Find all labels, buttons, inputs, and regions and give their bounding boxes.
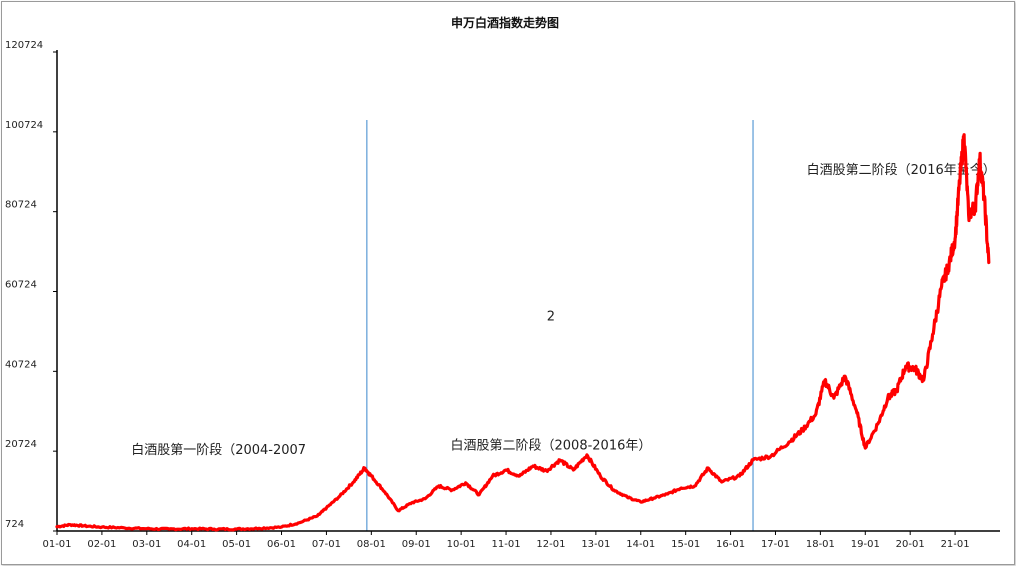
y-tick-label: 100724 xyxy=(5,120,43,131)
x-tick-label: 16-01 xyxy=(716,539,745,550)
y-tick-label: 120724 xyxy=(5,40,43,51)
annotation-label: 白酒股第二阶段（2016年至今） xyxy=(807,162,996,178)
x-tick-label: 02-01 xyxy=(87,539,116,550)
annotation-label: 白酒股第二阶段（2008-2016年） xyxy=(451,437,652,453)
x-tick-label: 03-01 xyxy=(132,539,161,550)
y-tick-label: 40724 xyxy=(5,359,37,370)
x-tick-label: 20-01 xyxy=(896,539,925,550)
y-tick-label: 60724 xyxy=(5,280,37,291)
x-tick-label: 04-01 xyxy=(177,539,206,550)
phase-dividers xyxy=(366,120,754,531)
x-tick-label: 12-01 xyxy=(536,539,565,550)
series-group xyxy=(55,133,991,532)
x-tick-label: 06-01 xyxy=(267,539,296,550)
x-tick-label: 18-01 xyxy=(806,539,835,550)
x-tick-label: 09-01 xyxy=(402,539,431,550)
axes xyxy=(56,50,1000,532)
x-tick-label: 01-01 xyxy=(42,539,71,550)
x-tick-label: 21-01 xyxy=(941,539,970,550)
x-axis-ticks: 01-01 02-01 03-01 04-01 05-01 06-01 07-01 08-01… xyxy=(42,531,970,550)
x-tick-label: 07-01 xyxy=(312,539,341,550)
x-tick-label: 14-01 xyxy=(626,539,655,550)
x-tick-label: 05-01 xyxy=(222,539,251,550)
x-tick-label: 17-01 xyxy=(761,539,790,550)
y-tick-label: 724 xyxy=(5,519,24,530)
y-tick-label: 20724 xyxy=(5,439,37,450)
series-line-0 xyxy=(55,133,991,532)
x-tick-label: 08-01 xyxy=(357,539,386,550)
y-axis-ticks: 724 20724 40724 60724 80724 100724 120724 xyxy=(5,40,57,532)
x-tick-label: 10-01 xyxy=(447,539,476,550)
chart-title: 申万白酒指数走势图 xyxy=(451,15,559,30)
x-tick-label: 19-01 xyxy=(851,539,880,550)
annotation-label: 2 xyxy=(547,309,555,324)
x-tick-label: 15-01 xyxy=(671,539,700,550)
x-tick-label: 13-01 xyxy=(581,539,610,550)
x-tick-label: 11-01 xyxy=(492,539,521,550)
y-tick-label: 80724 xyxy=(5,200,37,211)
annotation-label: 白酒股第一阶段（2004-2007 xyxy=(131,442,306,458)
annotations: 白酒股第一阶段（2004-2007 2 白酒股第二阶段（2008-2016年） 白酒股… xyxy=(131,162,996,458)
